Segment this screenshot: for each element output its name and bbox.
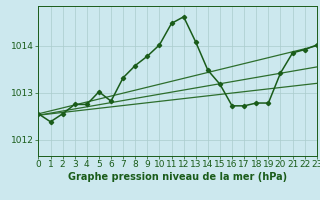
- X-axis label: Graphe pression niveau de la mer (hPa): Graphe pression niveau de la mer (hPa): [68, 172, 287, 182]
